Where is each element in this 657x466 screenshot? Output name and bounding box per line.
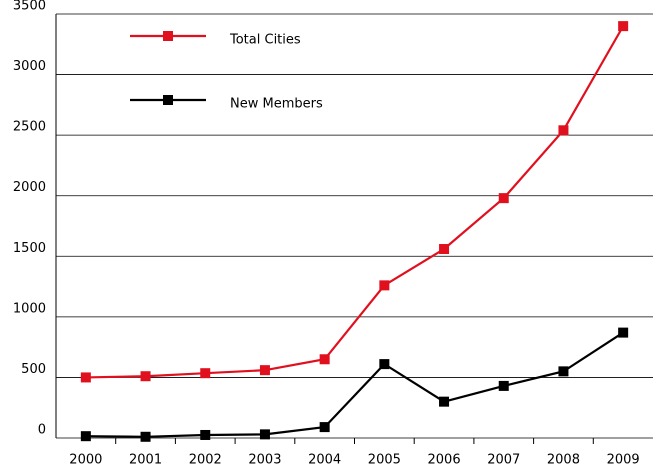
y-tick-label: 1000 (13, 301, 46, 316)
point (439, 396, 450, 407)
point (80, 431, 91, 442)
series-line (85, 331, 624, 438)
x-tick-label: 2002 (189, 453, 222, 466)
point (498, 193, 509, 204)
point (379, 359, 390, 370)
point (140, 371, 151, 382)
x-tick-label: 2000 (69, 453, 102, 466)
y-tick-label: 1500 (13, 241, 46, 256)
point (379, 280, 390, 291)
y-tick-label: 2000 (13, 180, 46, 195)
legend-label: New Members (230, 97, 323, 112)
point (319, 422, 330, 433)
point (80, 372, 91, 383)
legend-marker (163, 95, 173, 105)
point (200, 368, 211, 379)
y-tick-label: 500 (21, 362, 46, 377)
point (140, 431, 151, 442)
point (259, 429, 270, 440)
point (618, 327, 629, 338)
x-tick-label: 2004 (308, 453, 341, 466)
x-tick-label: 2003 (248, 453, 281, 466)
x-tick-label: 2006 (428, 453, 461, 466)
y-tick-label: 3500 (13, 0, 46, 14)
y-tick-label: 0 (38, 423, 46, 438)
series-line (85, 25, 625, 379)
y-tick-label: 2500 (13, 120, 46, 135)
point (439, 244, 450, 255)
y-tick-label: 3000 (13, 59, 46, 74)
x-tick-label: 2008 (547, 453, 580, 466)
point (319, 354, 330, 365)
point (498, 380, 509, 391)
x-tick-label: 2005 (368, 453, 401, 466)
point (618, 21, 629, 32)
legend-label: Total Cities (229, 33, 301, 48)
point (200, 429, 211, 440)
point (558, 366, 569, 377)
point (259, 365, 270, 376)
x-tick-label: 2009 (607, 453, 640, 466)
x-tick-label: 2001 (129, 453, 162, 466)
point (558, 125, 569, 136)
x-tick-label: 2007 (487, 453, 520, 466)
legend-marker (163, 31, 173, 41)
